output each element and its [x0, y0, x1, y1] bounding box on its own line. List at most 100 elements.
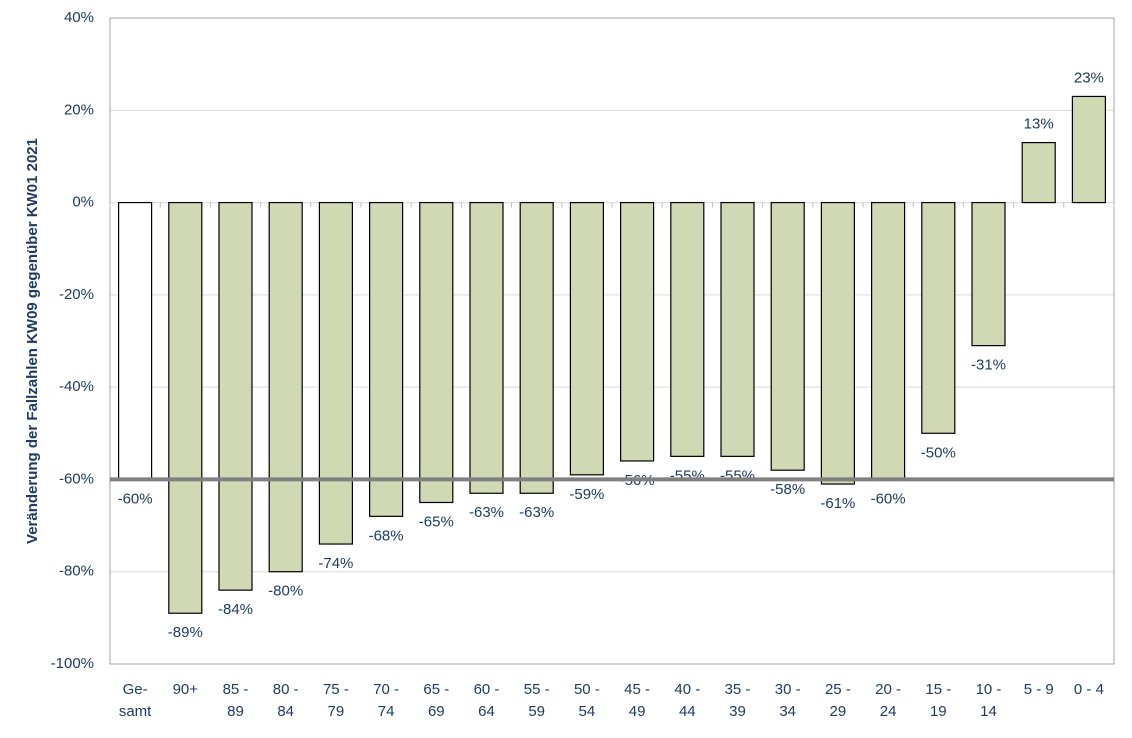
- bar: [870, 201, 906, 481]
- x-tick-label-line: 50 -: [574, 681, 600, 698]
- x-tick-label-line: samt: [119, 703, 152, 720]
- x-tick-label: 40 - 44: [674, 681, 700, 720]
- x-tick-label-line: 89: [227, 703, 244, 720]
- value-label: -84%: [218, 601, 253, 618]
- x-tick-label: 30 - 34: [775, 681, 801, 720]
- x-tick-label-line: 49: [629, 703, 646, 720]
- y-axis-label: Veränderung der Fallzahlen KW09 gegenübe…: [24, 138, 41, 544]
- plot-border: [109, 17, 1115, 665]
- x-tick-label-line: 54: [579, 703, 596, 720]
- x-tick-label-line: 19: [930, 703, 947, 720]
- value-label: -61%: [820, 495, 855, 512]
- value-label: -55%: [720, 467, 755, 484]
- value-label: 23%: [1074, 69, 1104, 86]
- x-tick-label-line: 20 -: [875, 681, 901, 698]
- x-tick-label-line: 30 -: [775, 681, 801, 698]
- x-tick-label-line: 34: [779, 703, 796, 720]
- bar: [268, 201, 303, 573]
- x-tick-label: 50 - 54: [574, 681, 600, 720]
- x-tick-label: 90+: [173, 681, 199, 698]
- value-label: -63%: [519, 504, 554, 521]
- bar: [218, 201, 253, 591]
- x-tick-label: 10 - 14: [976, 681, 1002, 720]
- bar: [369, 201, 404, 517]
- x-tick-label-line: 29: [830, 703, 847, 720]
- bar: [820, 201, 856, 485]
- value-label: -60%: [118, 490, 153, 507]
- x-tick-label-line: 55 -: [524, 681, 550, 698]
- x-tick-label: 0 - 4: [1074, 681, 1104, 698]
- y-tick-label: 0%: [72, 194, 94, 211]
- bar: [720, 201, 755, 457]
- x-tick-label-line: 60 -: [474, 681, 500, 698]
- value-label: 13%: [1024, 116, 1054, 133]
- y-tick-label: 40%: [64, 9, 94, 26]
- x-tick-label: 65 - 69: [423, 681, 449, 720]
- x-tick-label: Ge-samt: [119, 681, 152, 720]
- x-tick-label-line: 70 -: [373, 681, 399, 698]
- x-tick-label-line: 80 -: [273, 681, 299, 698]
- y-tick-label: -100%: [51, 655, 94, 672]
- x-tick-label-line: 40 -: [674, 681, 700, 698]
- bar: [117, 201, 153, 481]
- x-tick-label-line: 74: [378, 703, 395, 720]
- x-tick-label: 55 - 59: [524, 681, 550, 720]
- x-tick-label-line: Ge-: [123, 681, 148, 698]
- x-tick-label: 25 - 29: [825, 681, 851, 720]
- value-label: -68%: [369, 527, 404, 544]
- bar: [168, 201, 203, 614]
- x-tick-label: 20 - 24: [875, 681, 901, 720]
- x-tick-label: 75 - 79: [323, 681, 349, 720]
- x-tick-label: 35 - 39: [725, 681, 751, 720]
- bar: [770, 201, 805, 471]
- bar: [318, 201, 353, 545]
- x-tick-label-line: 35 -: [725, 681, 751, 698]
- x-tick-label: 80 - 84: [273, 681, 299, 720]
- x-tick-label-line: 90+: [173, 681, 199, 698]
- bar: [469, 201, 504, 494]
- x-tick-label: 5 - 9: [1024, 681, 1054, 698]
- bar: [1071, 95, 1107, 204]
- x-tick-label-line: 44: [679, 703, 696, 720]
- value-label: -50%: [921, 444, 956, 461]
- value-label: -58%: [770, 481, 805, 498]
- value-label: -74%: [318, 555, 353, 572]
- y-tick-label: -60%: [59, 470, 94, 487]
- x-tick-label-line: 59: [528, 703, 545, 720]
- y-tick-label: -20%: [59, 286, 94, 303]
- bar: [1021, 141, 1056, 204]
- value-label: -89%: [168, 624, 203, 641]
- y-tick-label: -40%: [59, 378, 94, 395]
- x-tick-label-line: 79: [328, 703, 345, 720]
- x-tick-label-line: 39: [729, 703, 746, 720]
- x-tick-label-line: 25 -: [825, 681, 851, 698]
- x-tick-label-line: 5 - 9: [1024, 681, 1054, 698]
- x-tick-label: 85 - 89: [223, 681, 249, 720]
- x-tick-label-line: 45 -: [624, 681, 650, 698]
- bar: [971, 201, 1006, 347]
- value-label: -60%: [871, 490, 906, 507]
- bar: [519, 201, 554, 494]
- bar: [569, 201, 605, 476]
- x-tick-label-line: 10 -: [976, 681, 1002, 698]
- x-tick-label-line: 15 -: [925, 681, 951, 698]
- x-tick-label-line: 84: [277, 703, 294, 720]
- y-tick-label: 20%: [64, 101, 94, 118]
- x-tick-label-line: 24: [880, 703, 897, 720]
- x-tick-label: 45 - 49: [624, 681, 650, 720]
- bar: [921, 201, 956, 434]
- x-tick-label-line: 64: [478, 703, 495, 720]
- value-label: -80%: [268, 583, 303, 600]
- x-tick-label-line: 65 -: [423, 681, 449, 698]
- bar: [419, 201, 454, 504]
- x-tick-label: 70 - 74: [373, 681, 399, 720]
- x-tick-label-line: 69: [428, 703, 445, 720]
- value-label: -31%: [971, 357, 1006, 374]
- value-label: -63%: [469, 504, 504, 521]
- x-tick-label: 60 - 64: [474, 681, 500, 720]
- value-label: -55%: [670, 467, 705, 484]
- y-tick-label: -80%: [59, 563, 94, 580]
- bar: [670, 201, 705, 457]
- value-label: -65%: [419, 513, 454, 530]
